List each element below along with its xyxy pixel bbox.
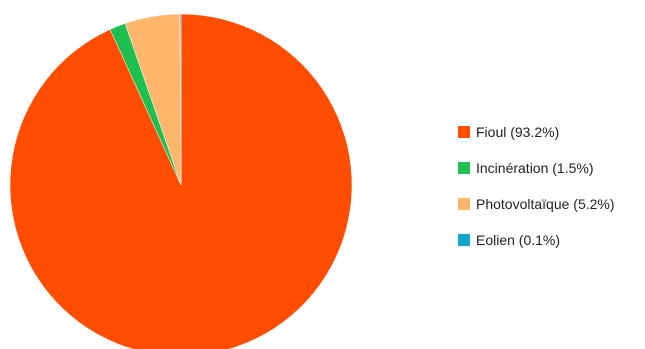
legend-item-incineration: Incinération (1.5%) [458, 158, 638, 178]
legend: Fioul (93.2%) Incinération (1.5%) Photov… [458, 122, 638, 266]
pie-slice-eolien [179, 13, 182, 186]
legend-swatch-photovoltaique [458, 198, 470, 210]
pie-slice-fioul [9, 13, 353, 349]
legend-item-photovoltaique: Photovoltaïque (5.2%) [458, 194, 638, 214]
legend-label-fioul: Fioul (93.2%) [476, 124, 560, 140]
legend-swatch-eolien [458, 234, 470, 246]
legend-label-photovoltaique: Photovoltaïque (5.2%) [476, 196, 615, 212]
legend-label-eolien: Eolien (0.1%) [476, 232, 561, 248]
legend-item-eolien: Eolien (0.1%) [458, 230, 638, 250]
legend-label-incineration: Incinération (1.5%) [476, 160, 594, 176]
legend-swatch-fioul [458, 126, 470, 138]
legend-item-fioul: Fioul (93.2%) [458, 122, 638, 142]
legend-swatch-incineration [458, 162, 470, 174]
